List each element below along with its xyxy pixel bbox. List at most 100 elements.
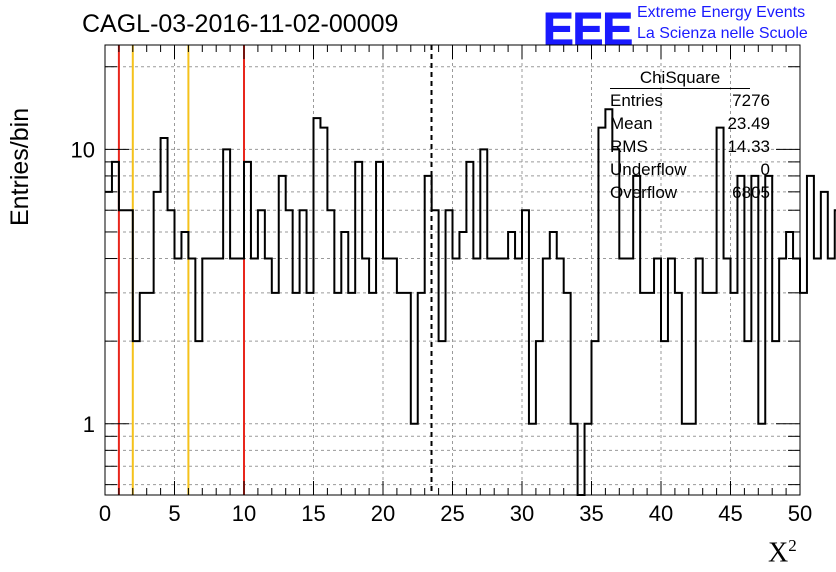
- histogram-bin: [779, 259, 786, 495]
- stats-value: 14.33: [727, 137, 770, 156]
- histogram-bin: [140, 293, 147, 495]
- histogram-bin: [244, 162, 251, 495]
- histogram-bin: [710, 293, 717, 495]
- histogram-bin: [765, 176, 772, 495]
- histogram-bin: [314, 118, 321, 495]
- histogram-bin: [105, 192, 112, 495]
- histogram-bin: [807, 176, 814, 495]
- histogram-bin: [557, 259, 564, 495]
- histogram-bin: [320, 128, 327, 495]
- histogram-bin: [654, 259, 661, 495]
- stats-label: Overflow: [610, 183, 678, 202]
- histogram-bin: [821, 192, 828, 495]
- histogram-bin: [188, 259, 195, 495]
- histogram-bin: [793, 259, 800, 495]
- logo-text-line1: Extreme Energy Events: [637, 4, 806, 21]
- x-tick-label: 10: [232, 501, 256, 526]
- x-tick-label: 30: [510, 501, 534, 526]
- histogram-bin: [279, 176, 286, 495]
- stats-value: 23.49: [727, 114, 770, 133]
- histogram-bin: [432, 210, 439, 495]
- stats-row-entries: Entries 7276: [610, 89, 770, 112]
- histogram-bin: [661, 341, 668, 495]
- x-tick-label: 25: [440, 501, 464, 526]
- histogram-bin: [126, 210, 133, 495]
- logo-text-line2: La Scienza nelle Scuole: [637, 25, 808, 42]
- histogram-bin: [397, 293, 404, 495]
- histogram-bin: [362, 259, 369, 495]
- histogram-bin: [286, 210, 293, 495]
- histogram-bin: [592, 341, 599, 495]
- histogram-bin: [334, 293, 341, 495]
- histogram-bin: [376, 162, 383, 495]
- histogram-bin: [633, 176, 640, 495]
- histogram-layer: [105, 108, 836, 496]
- histogram-bin: [418, 293, 425, 495]
- stats-label: Mean: [610, 114, 653, 133]
- histogram-bin: [772, 341, 779, 495]
- histogram-bin: [529, 424, 536, 495]
- stats-label: RMS: [610, 137, 648, 156]
- histogram-bin: [230, 259, 237, 495]
- histogram-bin: [758, 424, 765, 495]
- histogram-bin: [571, 424, 578, 495]
- stats-value: 7276: [732, 91, 770, 110]
- histogram-bin: [348, 293, 355, 495]
- x-tick-label: 0: [99, 501, 111, 526]
- histogram-bin: [564, 293, 571, 495]
- histogram-bin: [647, 293, 654, 495]
- histogram-bin: [724, 259, 731, 495]
- histogram-bin: [181, 232, 188, 495]
- histogram-bin: [425, 176, 432, 495]
- histogram-bin: [751, 176, 758, 495]
- histogram-bin: [216, 259, 223, 495]
- eee-logo: EEE: [542, 3, 633, 56]
- stats-label: Entries: [610, 91, 663, 110]
- histogram-bin: [258, 210, 265, 495]
- histogram-bin: [466, 162, 473, 495]
- histogram-bin: [800, 293, 807, 495]
- histogram-bin: [327, 210, 334, 495]
- x-tick-label: 5: [168, 501, 180, 526]
- x-tick-label: 20: [371, 501, 395, 526]
- histogram-bin: [307, 293, 314, 495]
- histogram-bin: [265, 259, 272, 495]
- histogram-bin: [731, 293, 738, 495]
- histogram-bin: [112, 162, 119, 495]
- histogram-bin: [744, 341, 751, 495]
- histogram-outline: [105, 108, 836, 496]
- histogram-bin: [341, 232, 348, 495]
- stats-row-overflow: Overflow 6805: [610, 181, 770, 204]
- histogram-bin: [237, 259, 244, 495]
- histogram-bin: [168, 210, 175, 495]
- histogram-bin: [585, 424, 592, 495]
- histogram-bin: [293, 293, 300, 495]
- histogram-bin: [501, 259, 508, 495]
- histogram-bin: [411, 424, 418, 495]
- histogram-bin: [355, 162, 362, 495]
- histogram-bin: [536, 341, 543, 495]
- histogram-bin: [459, 232, 466, 495]
- histogram-bin: [446, 210, 453, 495]
- x-tick-label: 35: [579, 501, 603, 526]
- histogram-bin: [119, 210, 126, 495]
- histogram-bin: [487, 259, 494, 495]
- histogram-bin: [626, 259, 633, 495]
- histogram-bin: [390, 259, 397, 495]
- histogram-bin: [480, 149, 487, 495]
- histogram-bin: [640, 293, 647, 495]
- x-tick-label: 15: [301, 501, 325, 526]
- histogram-bin: [682, 424, 689, 495]
- histogram-bin: [473, 259, 480, 495]
- histogram-bin: [154, 192, 161, 495]
- stats-row-mean: Mean 23.49: [610, 112, 770, 135]
- histogram-bin: [515, 259, 522, 495]
- histogram-bin: [147, 293, 154, 495]
- histogram-bin: [300, 210, 307, 495]
- histogram-bin: [161, 138, 168, 495]
- histogram-bin: [689, 424, 696, 495]
- stats-title: ChiSquare: [610, 68, 750, 89]
- stats-value: 0: [760, 160, 770, 179]
- histogram-bin: [814, 259, 821, 495]
